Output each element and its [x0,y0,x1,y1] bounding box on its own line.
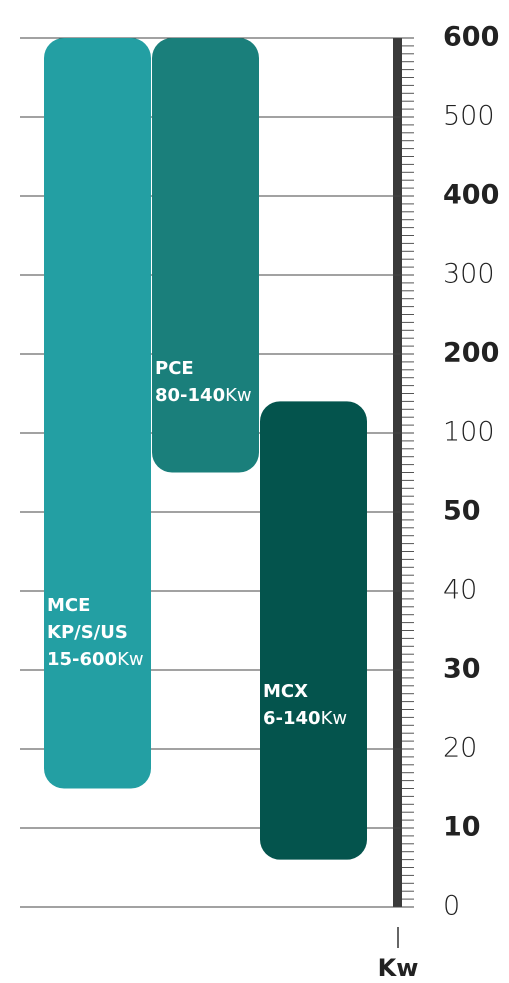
unit-label: Kw [321,708,348,729]
bar-name: MCE [47,595,90,616]
bar-range: 80-140Kw [155,385,252,406]
axis-label: Kw [378,954,419,982]
bar-subtitle: KP/S/US [47,622,128,643]
range-label: 15-600 [47,649,117,670]
bar-range: 6-140Kw [263,708,347,729]
y-tick-label: 600 [443,22,499,53]
unit-label: Kw [225,385,252,406]
y-tick-label: 300 [443,259,495,290]
y-tick-label: 30 [443,654,481,685]
axis-ruler [393,38,402,907]
bar-name: PCE [155,358,194,379]
bar-range: 15-600Kw [47,649,144,670]
range-label: 6-140 [263,708,321,729]
y-tick-label: 10 [443,812,481,843]
bar-name: MCX [263,681,308,702]
y-tick-label: 500 [443,101,495,132]
bar [44,38,151,789]
bar [152,38,259,473]
unit-label: Kw [117,649,144,670]
y-tick-label: 200 [443,338,499,369]
y-tick-label: 20 [443,733,477,764]
bar [260,401,367,860]
range-label: 80-140 [155,385,225,406]
y-tick-label: 0 [443,891,460,922]
y-tick-label: 100 [443,417,495,448]
y-tick-label: 40 [443,575,477,606]
y-tick-label: 50 [443,496,481,527]
y-tick-label: 400 [443,180,499,211]
